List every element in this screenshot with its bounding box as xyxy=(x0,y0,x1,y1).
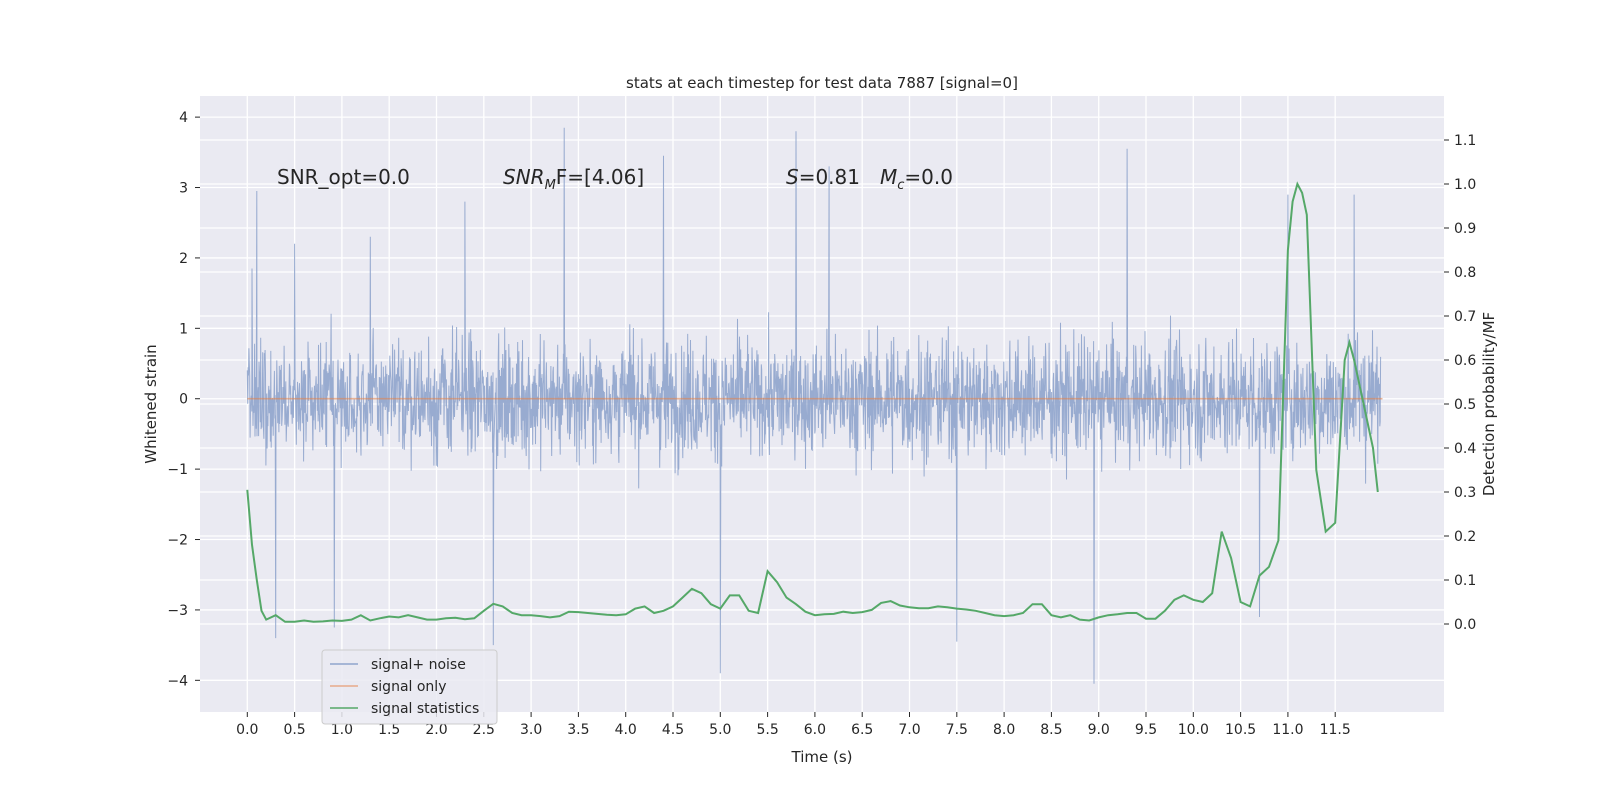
x-tick-label: 6.0 xyxy=(804,722,826,738)
annotation-snr-mf-label: SNR xyxy=(503,165,545,189)
x-tick-label: 4.0 xyxy=(615,722,637,738)
x-tick-label: 11.0 xyxy=(1272,722,1303,738)
y-tick-label: 0 xyxy=(179,392,188,408)
y2-tick-label: 0.8 xyxy=(1454,265,1476,281)
x-tick-label: 0.5 xyxy=(283,722,305,738)
x-tick-label: 9.0 xyxy=(1088,722,1110,738)
y2-tick-label: 0.6 xyxy=(1454,353,1476,369)
y2-tick-label: 0.7 xyxy=(1454,309,1476,325)
legend-label-signal-plus-noise: signal+ noise xyxy=(371,657,466,673)
annotation-snr-mf: SNRMF=[4.06] xyxy=(503,165,644,193)
annotation-s: S=0.81 xyxy=(786,165,860,189)
annotation-mc: Mc=0.0 xyxy=(880,165,953,193)
chart-title: stats at each timestep for test data 788… xyxy=(626,74,1018,92)
y2-tick-label: 0.1 xyxy=(1454,573,1476,589)
annotation-snr-mf-rest: F=[4.06] xyxy=(556,165,644,189)
y2-axis-ticks: 0.0 0.1 0.2 0.3 0.4 0.5 0.6 0.7 0.8 0.9 1.0 1.1 xyxy=(1444,133,1476,633)
annotation-snr-opt: SNR_opt=0.0 xyxy=(277,165,410,189)
x-axis-ticks: 0.0 0.5 1.0 1.5 2.0 2.5 3.0 3.5 4.0 4.5 5.0 5.5 6.0 6… xyxy=(236,712,1351,738)
x-tick-label: 3.5 xyxy=(567,722,589,738)
x-tick-label: 9.5 xyxy=(1135,722,1157,738)
legend-label-signal-only: signal only xyxy=(371,679,446,695)
y-tick-label: 3 xyxy=(179,181,188,197)
y2-tick-label: 0.0 xyxy=(1454,617,1476,633)
y-tick-label: −4 xyxy=(167,673,188,689)
x-tick-label: 2.5 xyxy=(473,722,495,738)
x-tick-label: 6.5 xyxy=(851,722,873,738)
y2-tick-label: 0.2 xyxy=(1454,529,1476,545)
signal-statistics-line xyxy=(246,181,1379,623)
x-tick-label: 1.5 xyxy=(378,722,400,738)
x-axis-label: Time (s) xyxy=(791,748,853,766)
y-tick-label: −3 xyxy=(167,603,188,619)
y2-tick-label: 0.5 xyxy=(1454,397,1476,413)
x-tick-label: 4.5 xyxy=(662,722,684,738)
y2-tick-label: 0.4 xyxy=(1454,441,1476,457)
y-tick-label: −2 xyxy=(167,533,188,549)
x-tick-label: 7.5 xyxy=(946,722,968,738)
x-tick-label: 5.5 xyxy=(756,722,778,738)
y-tick-label: 2 xyxy=(179,251,188,267)
signal-plus-noise-line xyxy=(246,127,1382,684)
y-axis-ticks: −4 −3 −2 −1 0 1 2 3 4 xyxy=(167,110,200,689)
annotation-mc-sub: c xyxy=(897,178,904,193)
x-tick-label: 3.0 xyxy=(520,722,542,738)
y2-tick-label: 0.3 xyxy=(1454,485,1476,501)
annotation-mc-label: M xyxy=(880,165,897,189)
legend-box xyxy=(321,649,498,725)
x-tick-label: 2.0 xyxy=(425,722,447,738)
x-tick-label: 0.0 xyxy=(236,722,258,738)
y-tick-label: 1 xyxy=(179,321,188,337)
y-tick-label: 4 xyxy=(179,110,188,126)
x-tick-label: 8.0 xyxy=(993,722,1015,738)
legend-label-signal-statistics: signal statistics xyxy=(371,701,479,717)
y-tick-label: −1 xyxy=(167,462,188,478)
y2-tick-label: 1.0 xyxy=(1454,177,1476,193)
y2-axis-label: Detection probability/MF xyxy=(1480,312,1498,496)
y-axis-label: Whitened strain xyxy=(142,344,160,463)
legend: signal+ noise signal only signal statist… xyxy=(321,649,498,725)
x-tick-label: 5.0 xyxy=(709,722,731,738)
annotation-mc-value: =0.0 xyxy=(904,165,953,189)
annotation-s-value: =0.81 xyxy=(799,165,860,189)
x-tick-label: 10.5 xyxy=(1225,722,1256,738)
x-tick-label: 7.0 xyxy=(898,722,920,738)
x-tick-label: 10.0 xyxy=(1178,722,1209,738)
x-tick-label: 1.0 xyxy=(331,722,353,738)
series-signal-statistics xyxy=(246,181,1379,623)
annotation-s-label: S xyxy=(786,165,799,189)
series-signal-plus-noise xyxy=(246,127,1382,684)
annotation-snr-mf-sub: M xyxy=(545,178,556,193)
x-tick-label: 8.5 xyxy=(1040,722,1062,738)
y2-tick-label: 1.1 xyxy=(1454,133,1476,149)
y2-tick-label: 0.9 xyxy=(1454,221,1476,237)
x-tick-label: 11.5 xyxy=(1320,722,1351,738)
